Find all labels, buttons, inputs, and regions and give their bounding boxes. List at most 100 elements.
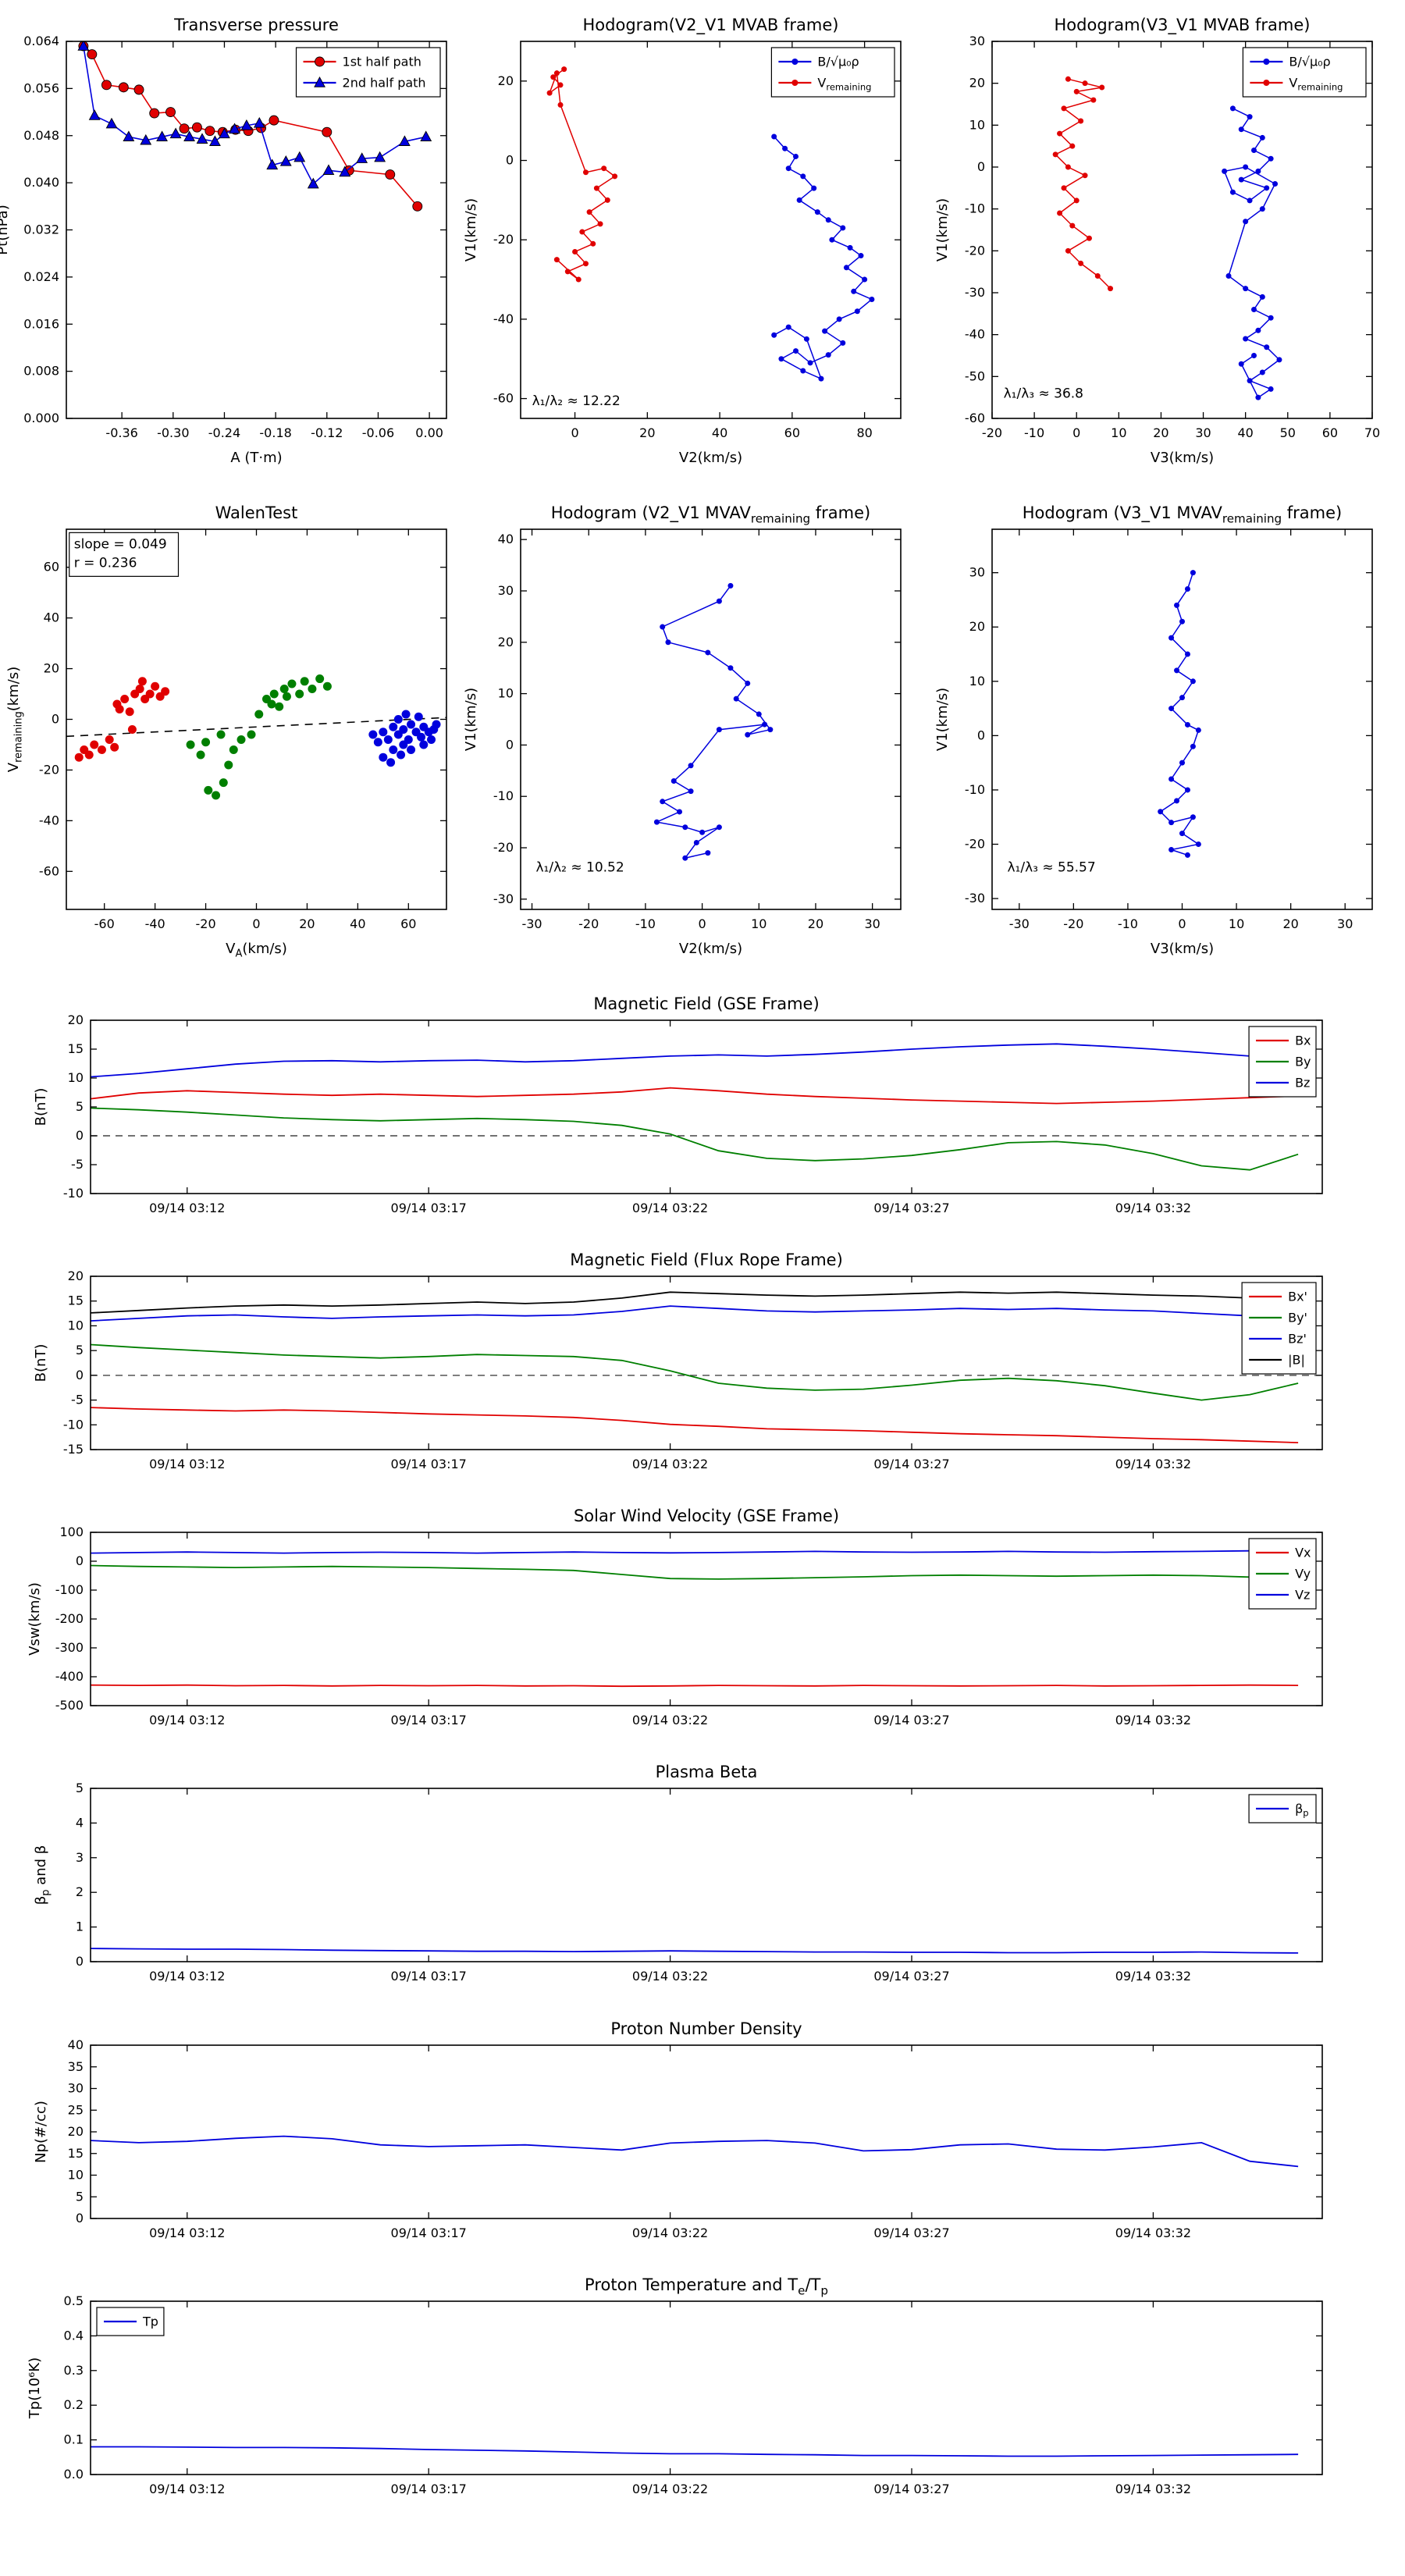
x-tick-label: 30 — [864, 916, 880, 931]
y-tick-label: 0.2 — [64, 2397, 84, 2412]
marker-dot — [1264, 185, 1270, 191]
marker-dot — [807, 360, 813, 366]
marker-dot — [682, 824, 688, 831]
marker-dot — [1238, 176, 1244, 183]
hodogram-v2v1-mvav-xlabel: V2(km/s) — [679, 941, 742, 957]
marker-circle — [191, 122, 202, 133]
transverse-pressure-ylabel: Pt(nPa) — [0, 205, 11, 254]
y-tick-label: -60 — [39, 863, 59, 878]
marker-dot — [1090, 97, 1097, 103]
marker-dot — [389, 745, 398, 754]
marker-dot — [1222, 168, 1228, 174]
marker-dot — [688, 788, 694, 795]
marker-triangle — [229, 123, 240, 134]
marker-dot — [767, 727, 774, 733]
y-tick-label: 1 — [76, 1920, 84, 1934]
marker-dot — [161, 687, 170, 696]
marker-dot — [601, 165, 607, 172]
y-tick-label: -20 — [39, 762, 59, 777]
marker-dot — [586, 209, 592, 215]
series-line-fit-line — [66, 717, 446, 738]
marker-dot — [1184, 787, 1190, 793]
chart-hodogram-v2v1-mvab: 0 20 40 60 80 -60 -40 -20 0 20 Hodogram(V2_V1 MVAB… — [463, 16, 902, 466]
x-tick-label: 0 — [1178, 916, 1186, 931]
axes-frame — [520, 528, 902, 910]
magnetic-field-flux-rope-series-area — [91, 1291, 1299, 1443]
marker-dot — [1061, 105, 1067, 112]
y-tick-label: 10 — [498, 686, 514, 701]
x-tick-label: 10 — [1111, 425, 1126, 440]
marker-dot — [224, 760, 233, 770]
marker-dot — [1250, 306, 1257, 312]
marker-dot — [300, 677, 309, 686]
y-tick-label: 35 — [68, 2059, 84, 2074]
x-tick-label: 09/14 03:12 — [149, 1969, 225, 1984]
marker-triangle — [105, 117, 118, 129]
legend-label: Bz' — [1288, 1332, 1307, 1347]
y-tick-label: 0 — [52, 712, 59, 727]
proton-temperature-legend: Tp — [96, 2307, 165, 2336]
hodogram-v2v1-mvav-ylabel: V1(km/s) — [463, 688, 479, 751]
x-tick-label: -0.12 — [311, 425, 343, 440]
legend-label: |B| — [1288, 1353, 1305, 1368]
marker-dot — [1247, 114, 1253, 120]
x-tick-label: -20 — [1063, 916, 1083, 931]
marker-dot — [1065, 164, 1071, 170]
marker-dot — [308, 685, 317, 694]
y-tick-label: -20 — [965, 837, 985, 852]
y-tick-label: 0.008 — [23, 364, 59, 379]
walen-test-xlabel: VA(km/s) — [226, 941, 287, 960]
marker-dot — [782, 145, 788, 151]
marker-dot — [727, 582, 734, 589]
y-tick-label: -10 — [493, 788, 514, 803]
marker-dot — [1250, 148, 1257, 154]
marker-dot — [792, 153, 799, 159]
marker-dot — [771, 133, 777, 140]
solar-wind-velocity-gse-legend: Vx Vy Vz — [1248, 1538, 1317, 1610]
marker-dot — [727, 665, 734, 671]
transverse-pressure-xlabel: A (T·m) — [230, 450, 282, 466]
x-tick-label: -40 — [145, 916, 165, 931]
marker-dot — [745, 731, 751, 738]
marker-dot — [414, 712, 423, 721]
y-tick-label: 0 — [76, 1954, 84, 1969]
marker-dot — [840, 225, 846, 231]
marker-dot — [1082, 173, 1088, 179]
marker-dot — [1168, 706, 1175, 712]
hodogram-v3v1-mvav-series-area — [1158, 570, 1201, 858]
marker-dot — [1082, 80, 1088, 87]
x-tick-label: 09/14 03:12 — [149, 1201, 225, 1215]
marker-dot — [1190, 570, 1196, 576]
marker-dot — [582, 169, 589, 176]
y-tick-label: 15 — [68, 1041, 84, 1056]
marker-dot — [373, 738, 382, 747]
walen-test-title: WalenTest — [215, 503, 298, 522]
y-tick-label: 5 — [76, 1099, 84, 1114]
proton-number-density-ylabel: Np(#/cc) — [33, 2101, 49, 2163]
marker-dot — [1078, 118, 1084, 124]
y-tick-label: 0.0 — [64, 2467, 84, 2482]
annotation-text: slope = 0.049 — [74, 536, 167, 552]
magnetic-field-gse-series-area — [91, 1043, 1299, 1171]
magnetic-field-flux-rope-title: Magnetic Field (Flux Rope Frame) — [570, 1251, 843, 1269]
y-tick-label: -500 — [55, 1698, 84, 1713]
y-tick-label: -40 — [965, 327, 985, 342]
marker-dot — [660, 624, 666, 630]
marker-dot — [1195, 727, 1201, 733]
y-tick-label: 30 — [68, 2081, 84, 2096]
x-tick-label: -10 — [635, 916, 656, 931]
x-tick-label: 09/14 03:22 — [632, 1457, 708, 1471]
legend-label: Bz — [1295, 1076, 1310, 1091]
marker-dot — [379, 728, 388, 737]
series-line-Tp — [91, 2446, 1299, 2457]
x-tick-label: 09/14 03:12 — [149, 2482, 225, 2496]
marker-dot — [1179, 760, 1185, 766]
y-tick-label: 0.048 — [23, 128, 59, 143]
marker-dot — [1263, 59, 1270, 65]
x-tick-label: 30 — [1195, 425, 1211, 440]
x-tick-label: 20 — [1282, 916, 1298, 931]
y-tick-label: 15 — [68, 1293, 84, 1308]
x-tick-label: -30 — [1009, 916, 1030, 931]
marker-dot — [670, 777, 677, 784]
